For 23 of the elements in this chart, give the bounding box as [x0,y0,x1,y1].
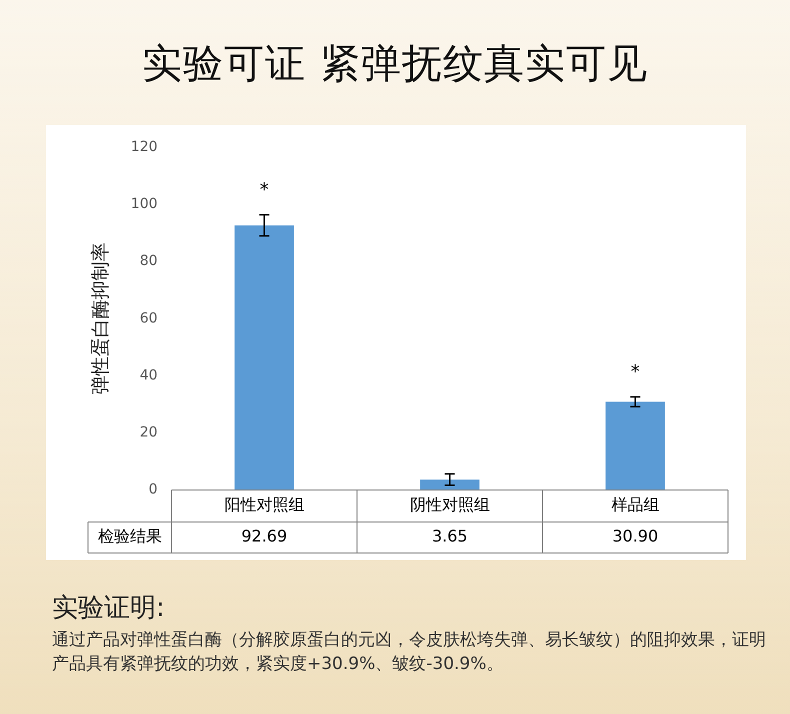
y-tick-label: 0 [148,482,158,498]
y-tick-label: 100 [130,196,158,212]
x-tick-label: 阳性对照组 [224,495,304,514]
data-label: 30.90 [612,526,658,546]
data-label: 92.69 [241,526,288,546]
y-tick-label: 20 [140,424,158,441]
text: 实验证明: [52,592,165,625]
y-tick-label: 60 [140,310,158,326]
x-tick-label: 样品组 [611,495,660,514]
text: 检验结果 [98,526,162,546]
y-tick-label: 80 [140,253,158,270]
chart-title: 实验可证 紧弹抚纹真实可见 [141,40,649,89]
x-tick-label: 阴性对照组 [410,495,490,514]
y-tick-label: 40 [140,367,158,384]
annotation: * [260,179,269,200]
bar [234,225,294,490]
y-axis-title: 弹性蛋白酶抑制率 [89,242,112,395]
annotation: * [630,362,640,383]
y-tick-label: 120 [130,139,158,156]
text: 通过产品对弹性蛋白酶（分解胶原蛋白的元凶，令皮肤松垮失弹、易长皱纹）的阻抑效果，证明产品具有紧弹抚纹的功效，紧实度+30.9%、皱纹-30.9%。 [52,629,767,676]
data-label: 3.65 [432,526,468,546]
bar [420,480,480,490]
bar [606,402,665,490]
